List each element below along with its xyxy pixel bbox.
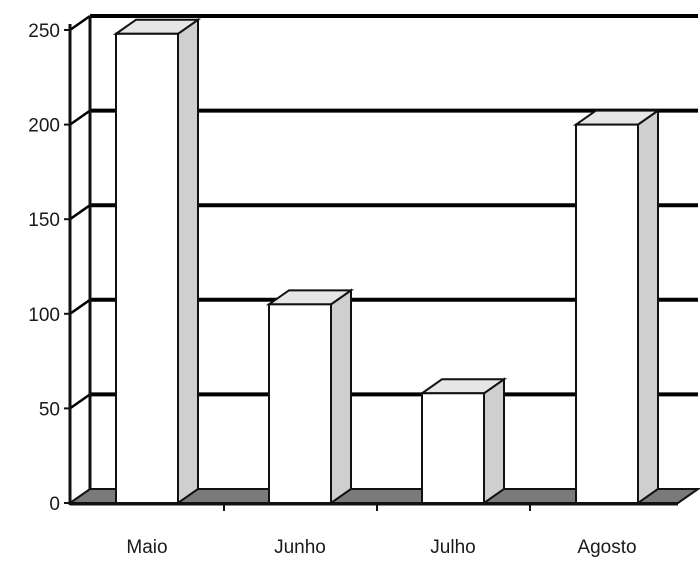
x-category-label: Julho	[430, 537, 475, 558]
bars	[112, 17, 662, 505]
labels: 0 50 100 150 200 250 Maio Junho Julho Agosto	[28, 21, 636, 558]
bar	[418, 377, 508, 505]
y-tick-label: 200	[28, 116, 60, 137]
gridline-diagonal	[69, 393, 91, 410]
gridline-diagonal	[69, 204, 91, 221]
y-tick-label: 0	[49, 494, 60, 515]
bar-side	[637, 108, 659, 505]
bar	[112, 17, 202, 505]
bar-side	[177, 17, 199, 505]
gridline-diagonal	[69, 109, 91, 126]
y-tick-label: 100	[28, 305, 60, 326]
y-tick-label: 250	[28, 21, 60, 42]
gridline-diagonal	[69, 298, 91, 315]
bar-front	[115, 32, 179, 505]
bar	[572, 108, 662, 505]
bar-side	[330, 288, 352, 505]
bar-side	[483, 377, 505, 505]
bar	[265, 288, 355, 505]
bar-front	[575, 123, 639, 504]
x-category-label: Agosto	[577, 537, 636, 558]
y-tick-label: 150	[28, 210, 60, 231]
bar-front	[421, 392, 485, 505]
y-tick-label: 50	[39, 399, 60, 420]
gridline-diagonal	[69, 14, 91, 32]
x-category-label: Junho	[274, 537, 326, 558]
bar-front	[268, 303, 332, 504]
x-category-label: Maio	[126, 537, 167, 558]
